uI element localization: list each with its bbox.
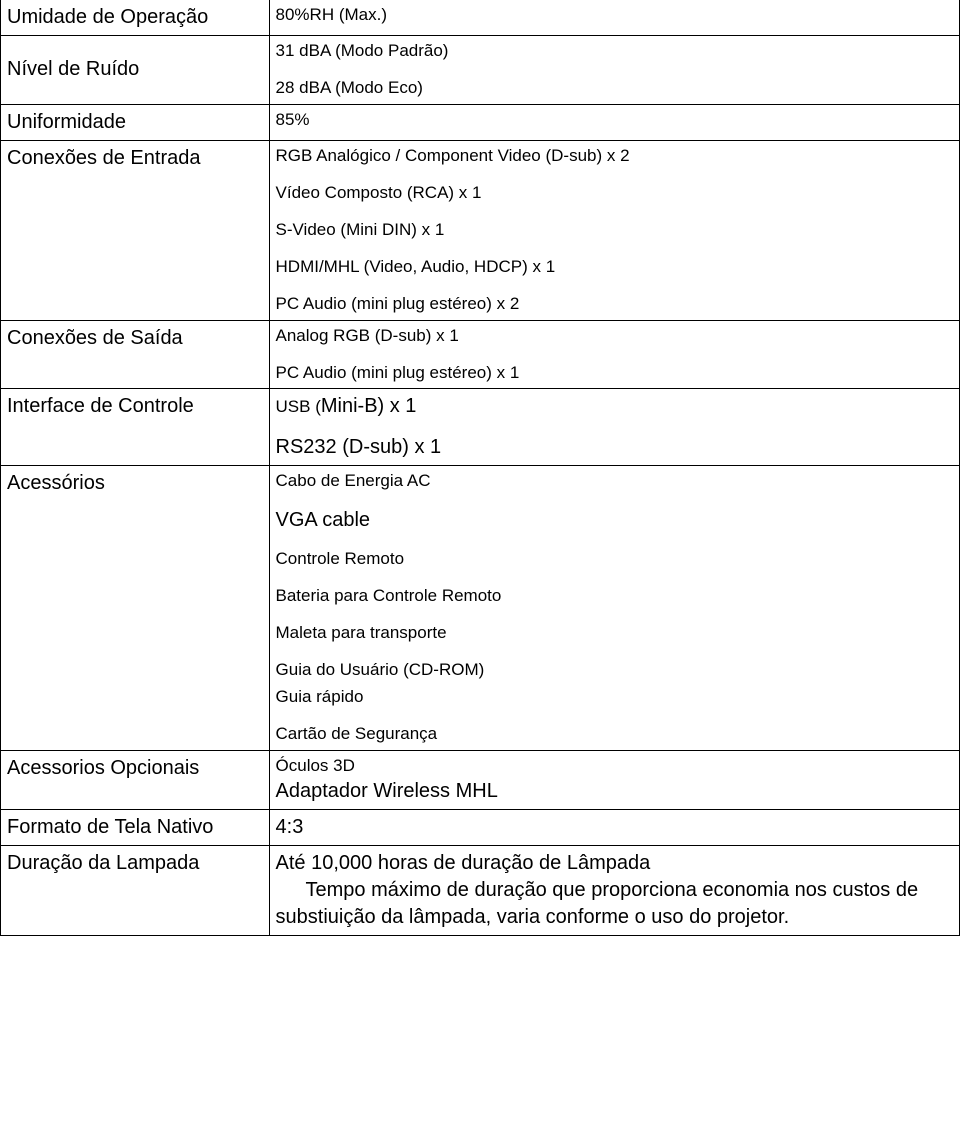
spec-value: 85% — [269, 104, 959, 140]
spec-value-line: Até 10,000 horas de duração de Lâmpada — [276, 850, 953, 877]
spec-value-line: PC Audio (mini plug estéreo) x 1 — [276, 362, 953, 385]
spec-value-line: Controle Remoto — [276, 548, 953, 571]
spec-label: Interface de Controle — [1, 389, 270, 466]
spec-value-line: 31 dBA (Modo Padrão) — [276, 40, 953, 63]
spec-value: 4:3 — [269, 809, 959, 845]
spec-label: Conexões de Entrada — [1, 140, 270, 320]
spec-value: Analog RGB (D-sub) x 1 PC Audio (mini pl… — [269, 320, 959, 389]
spec-value-line: Óculos 3D — [276, 755, 953, 778]
spec-value-line: PC Audio (mini plug estéreo) x 2 — [276, 293, 953, 316]
spec-value-line: 28 dBA (Modo Eco) — [276, 77, 953, 100]
spec-value-line: Bateria para Controle Remoto — [276, 585, 953, 608]
spec-value-line: RGB Analógico / Component Video (D-sub) … — [276, 145, 953, 168]
spec-value: 31 dBA (Modo Padrão) 28 dBA (Modo Eco) — [269, 36, 959, 105]
spec-label: Duração da Lampada — [1, 845, 270, 935]
spec-value-text: USB ( — [276, 397, 321, 416]
table-row: Acessorios Opcionais Óculos 3D Adaptador… — [1, 751, 960, 810]
spec-value-line: Cartão de Segurança — [276, 723, 953, 746]
spec-label-text: Nível de Ruído — [7, 58, 139, 80]
spec-label: Acessórios — [1, 466, 270, 751]
spec-value-line: RS232 (D-sub) x 1 — [276, 434, 953, 461]
table-row: Acessórios Cabo de Energia AC VGA cable … — [1, 466, 960, 751]
spec-value: RGB Analógico / Component Video (D-sub) … — [269, 140, 959, 320]
spec-value: 80%RH (Max.) — [269, 0, 959, 36]
spec-value-line: Adaptador Wireless MHL — [276, 778, 953, 805]
spec-label: Nível de Ruído — [1, 36, 270, 105]
spec-label: Acessorios Opcionais — [1, 751, 270, 810]
table-row: Umidade de Operação 80%RH (Max.) — [1, 0, 960, 36]
spec-value-line: Cabo de Energia AC — [276, 470, 953, 493]
spec-value-line: S-Video (Mini DIN) x 1 — [276, 219, 953, 242]
spec-label: Uniformidade — [1, 104, 270, 140]
spec-value-line: USB (Mini-B) x 1 — [276, 393, 953, 420]
spec-value-text: Mini-B) x 1 — [321, 395, 417, 417]
spec-value: Até 10,000 horas de duração de Lâmpada T… — [269, 845, 959, 935]
table-row: Uniformidade 85% — [1, 104, 960, 140]
spec-table: Umidade de Operação 80%RH (Max.) Nível d… — [0, 0, 960, 936]
spec-value-line: HDMI/MHL (Video, Audio, HDCP) x 1 — [276, 256, 953, 279]
table-row: Conexões de Entrada RGB Analógico / Comp… — [1, 140, 960, 320]
table-row: Conexões de Saída Analog RGB (D-sub) x 1… — [1, 320, 960, 389]
table-row: Interface de Controle USB (Mini-B) x 1 R… — [1, 389, 960, 466]
spec-value-line: Maleta para transporte — [276, 622, 953, 645]
spec-label: Umidade de Operação — [1, 0, 270, 36]
spec-label: Formato de Tela Nativo — [1, 809, 270, 845]
table-row: Formato de Tela Nativo 4:3 — [1, 809, 960, 845]
spec-value-line: Vídeo Composto (RCA) x 1 — [276, 182, 953, 205]
spec-value-line: Guia do Usuário (CD-ROM) — [276, 659, 953, 682]
spec-value-line: VGA cable — [276, 507, 953, 534]
spec-label: Conexões de Saída — [1, 320, 270, 389]
spec-value-line: Analog RGB (D-sub) x 1 — [276, 325, 953, 348]
spec-value: Óculos 3D Adaptador Wireless MHL — [269, 751, 959, 810]
spec-value: USB (Mini-B) x 1 RS232 (D-sub) x 1 — [269, 389, 959, 466]
spec-value-line: Guia rápido — [276, 686, 953, 709]
table-row: Duração da Lampada Até 10,000 horas de d… — [1, 845, 960, 935]
spec-value: Cabo de Energia AC VGA cable Controle Re… — [269, 466, 959, 751]
spec-value-text: Tempo máximo de duração que proporciona … — [276, 877, 953, 931]
spec-value-line: Tempo máximo de duração que proporciona … — [276, 877, 953, 931]
table-row: Nível de Ruído 31 dBA (Modo Padrão) 28 d… — [1, 36, 960, 105]
